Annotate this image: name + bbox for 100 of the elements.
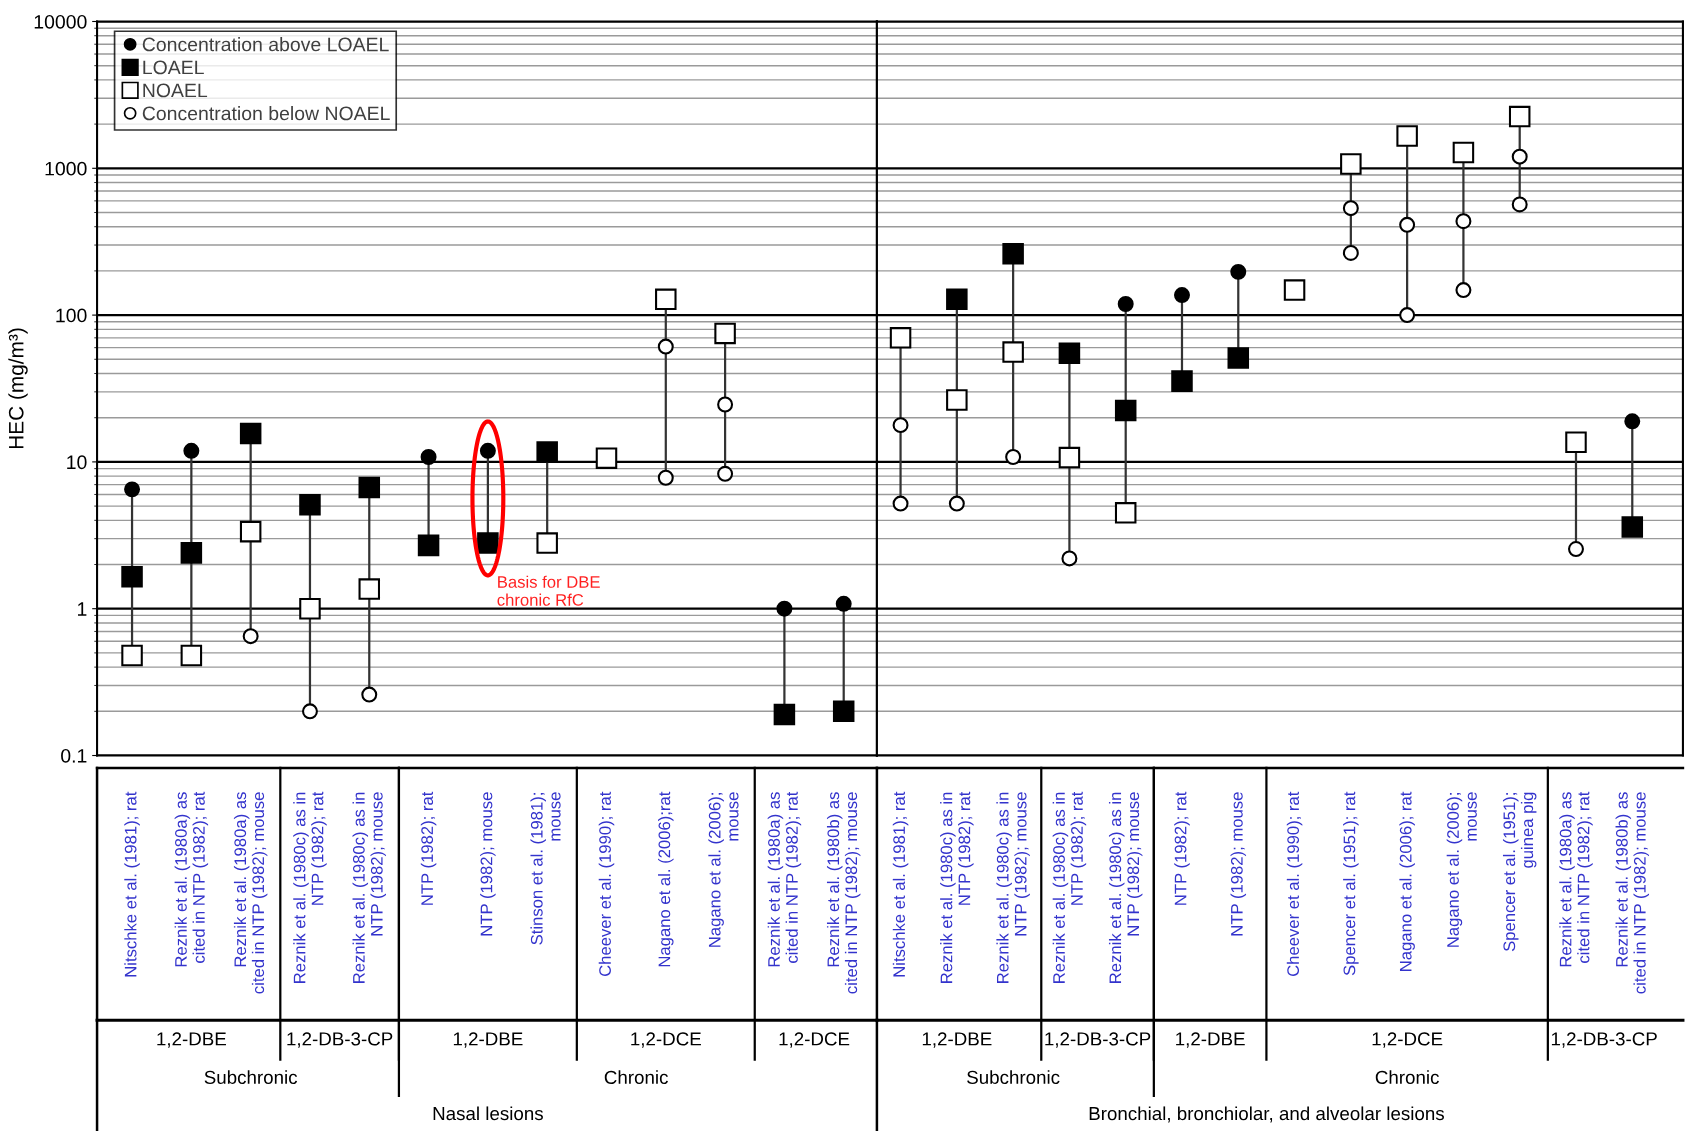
point	[1061, 550, 1078, 567]
point	[892, 417, 909, 434]
point	[180, 542, 203, 564]
point	[1002, 242, 1024, 265]
x-tick-label: Reznik et al. (1980c) as in NTP (1982); mouse	[996, 792, 1030, 983]
x-tick-label: Reznik et al. (1980c) as in NTP (1982); rat	[293, 791, 327, 983]
point	[892, 495, 909, 512]
point	[1114, 502, 1137, 524]
point	[773, 703, 796, 726]
point	[948, 495, 965, 512]
point	[1283, 279, 1306, 301]
point	[239, 422, 262, 445]
x-tick-label: Reznik et al. (1980a) as cited in NTP (1982); rat	[1559, 791, 1593, 967]
point	[536, 532, 558, 554]
text: 1,2-DCE	[779, 1032, 850, 1048]
x-tick-label: Nitschke et al. (1981); rat	[892, 791, 909, 977]
legend-label: Concentration above LOAEL	[142, 37, 389, 52]
text: 1,2-DCE	[631, 1032, 701, 1048]
x-tick-label: Nagano et al. (2006); mouse	[1446, 792, 1477, 947]
point	[121, 566, 143, 588]
point	[121, 644, 143, 667]
text: Chronic	[1375, 1070, 1439, 1085]
point	[1002, 341, 1024, 363]
text: Chronic	[604, 1070, 668, 1085]
point	[358, 476, 381, 499]
x-tick-label: Cheever et al. (1990); rat	[1286, 791, 1303, 977]
point	[361, 686, 378, 703]
y-tick-label: 10000	[34, 14, 87, 29]
point	[835, 595, 852, 612]
text: 1,2-DB-3-CP	[1045, 1032, 1151, 1048]
x-tick-label: Reznik et al. (1980b) as cited in NTP (1982); mouse	[1615, 792, 1650, 994]
x-tick-label: Reznik et al. (1980c) as in NTP (1982); rat	[940, 791, 974, 983]
text: Subchronic	[967, 1070, 1060, 1085]
point	[242, 628, 259, 645]
x-tick-label: Spencer et al. (1951); rat	[1343, 791, 1359, 976]
point	[889, 327, 912, 349]
point	[657, 338, 674, 355]
point	[1340, 153, 1362, 175]
x-tick-label: NTP (1982); mouse	[1230, 792, 1247, 936]
text: Bronchial, bronchiolar, and alveolar lesions	[1089, 1106, 1444, 1123]
point	[1230, 263, 1247, 280]
point	[180, 644, 203, 667]
point	[1621, 516, 1644, 538]
point	[1117, 296, 1134, 312]
point	[1058, 342, 1081, 364]
point	[717, 396, 734, 413]
text: 1,2-DCE	[1372, 1032, 1443, 1048]
x-tick-label: Nagano et al. (2006); rat	[1399, 791, 1415, 971]
point	[946, 288, 968, 311]
text: 1,2-DBE	[1176, 1032, 1245, 1048]
point	[1624, 413, 1641, 430]
point	[420, 449, 437, 465]
x-tick-label: Stinson et al. (1981); mouse	[530, 792, 561, 945]
point	[595, 447, 618, 469]
point	[776, 600, 793, 617]
point	[657, 469, 674, 486]
x-tick-label: Nitschke et al. (1981); rat	[124, 791, 140, 977]
point	[1342, 200, 1359, 217]
point	[417, 534, 440, 557]
point	[1455, 282, 1472, 299]
point	[717, 465, 734, 482]
x-tick-label: Reznik et al. (1980b) as cited in NTP (1982); mouse	[826, 792, 861, 994]
y-tick-label: 10	[67, 455, 87, 470]
point	[946, 389, 968, 411]
y-tick-label: 1000	[45, 161, 87, 176]
point	[1511, 148, 1528, 165]
x-tick-label: Cheever et al. (1990); rat	[598, 791, 615, 977]
x-tick-label: Reznik et al. (1980c) as in NTP (1982); mouse	[1108, 792, 1143, 983]
text: Subchronic	[204, 1070, 298, 1085]
text: 1,2-DBE	[157, 1032, 226, 1048]
point	[299, 494, 321, 516]
point	[832, 700, 855, 723]
text: 1,2-DB-3-CP	[287, 1032, 393, 1048]
point	[1399, 216, 1416, 233]
point	[477, 532, 499, 554]
point	[536, 441, 558, 463]
point	[1508, 105, 1531, 128]
legend-label: NOAEL	[143, 83, 208, 98]
x-tick-label: Nagano et al. (2006); mouse	[708, 792, 739, 947]
point	[1452, 141, 1475, 164]
legend-label: Concentration below NOAEL	[142, 106, 390, 121]
x-tick-label: Reznik et al. (1980a) as cited in NTP (1982); rat	[174, 791, 209, 967]
text: 1,2-DBE	[922, 1032, 992, 1048]
point	[1399, 307, 1416, 324]
text: 1,2-DB-3-CP	[1551, 1032, 1657, 1048]
y-tick-label: 0.1	[61, 748, 87, 763]
point	[358, 578, 381, 600]
point	[1058, 446, 1081, 469]
point	[1171, 370, 1193, 392]
point	[1455, 213, 1472, 230]
x-tick-label: NTP (1982); rat	[420, 791, 437, 905]
point	[124, 481, 141, 498]
point	[655, 288, 677, 311]
point	[1005, 449, 1022, 465]
text: 1,2-DBE	[453, 1032, 523, 1048]
point	[299, 597, 321, 620]
x-tick-label: Reznik et al. (1980a) as cited in NTP (1982); rat	[767, 791, 802, 967]
point	[1174, 287, 1190, 304]
point	[479, 442, 496, 459]
point	[1114, 399, 1137, 422]
